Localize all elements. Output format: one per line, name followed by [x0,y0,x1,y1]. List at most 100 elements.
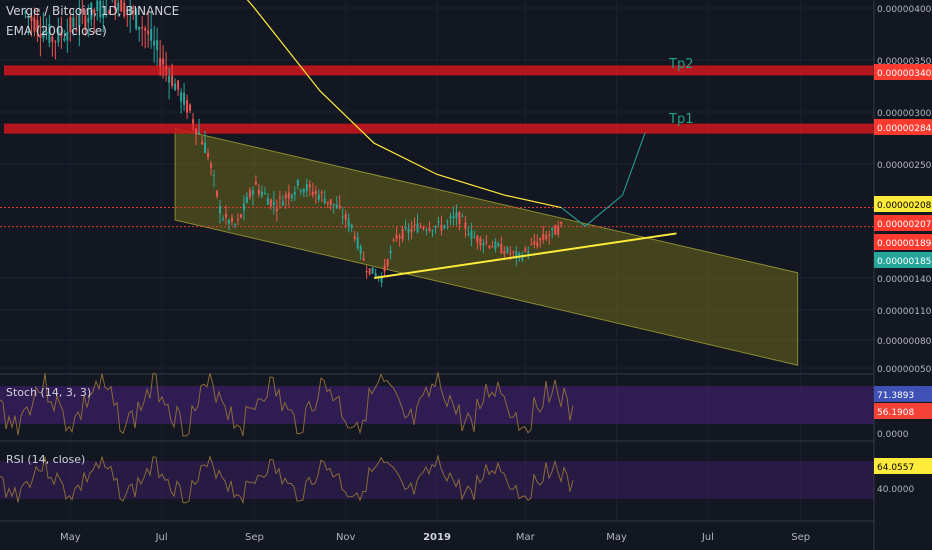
osc-axis-label: 40.0000 [877,485,914,495]
candle-body [530,244,533,246]
price-tag-red [874,64,932,80]
price-tag-label: 0.00000185 [877,257,931,267]
candle-body [42,30,45,39]
candle-body [350,224,353,229]
candle-body [87,18,90,23]
candle-body [224,213,227,218]
candle-body [186,100,189,113]
y-tick-label: 0.00000400 [877,5,932,15]
candle-body [114,0,117,10]
osc-value-label: 64.0557 [877,463,914,473]
candle-body [323,198,326,204]
x-tick-label: May [606,532,627,543]
candle-body [281,201,284,206]
candle-body [168,75,171,83]
candle-body [545,235,548,240]
candle-body [548,234,551,236]
candle-body [254,181,257,185]
candle-body [33,17,36,32]
x-tick-label: Mar [516,532,536,543]
candle-body [452,215,455,219]
stoch-line [0,372,574,437]
candle-body [551,227,554,231]
y-tick-label: 0.00000350 [877,57,932,67]
candle-body [476,235,479,243]
candle-body [473,236,476,238]
stoch-legend: Stoch (14, 3, 3) [6,386,92,399]
x-tick-label: Jul [155,532,168,543]
candle-body [305,183,308,192]
candle-body [503,251,506,255]
candle-body [326,201,329,204]
candle-body [317,194,320,200]
rsi-legend: RSI (14, close) [6,453,86,466]
x-tick-label: Sep [791,532,810,543]
candle-body [440,224,443,231]
candle-body [341,216,344,218]
candle-body [371,267,374,274]
candle-body [389,250,392,254]
candle-body [251,190,254,195]
candle-body [141,26,144,29]
candle-body [443,225,446,229]
candle-body [359,246,362,254]
candle-body [353,235,356,240]
resistance-band-1 [4,65,874,76]
candle-body [30,16,33,21]
candle-body [165,67,168,69]
candle-body [39,34,42,38]
candle-body [356,237,359,249]
candle-body [419,226,422,228]
candle-body [159,57,162,66]
price-tag-label: 0.00000207 [877,220,931,230]
candle-body [458,211,461,224]
candle-body [374,273,377,277]
candle-body [467,233,470,235]
candle-body [135,9,138,30]
ema200-line [246,0,562,209]
candle-body [248,189,251,198]
price-tag-red [874,234,932,250]
candle-body [54,41,57,43]
candle-body [560,221,563,225]
candle-body [150,29,153,41]
candle-body [497,243,500,246]
descending-channel [174,128,799,366]
osc-value-tag [874,386,932,402]
candle-body [75,29,78,31]
candle-body [156,40,159,50]
candle-body [554,225,557,235]
stoch-band [0,386,874,424]
candle-body [207,153,210,158]
candle-body [69,16,72,32]
candle-body [296,179,299,186]
candle-body [96,0,99,11]
y-tick-label: 0.00000080 [877,337,932,347]
resistance-band-2 [4,123,874,134]
candle-body [120,0,123,12]
y-tick-label: 0.00000050 [877,365,932,375]
candle-body [239,214,242,218]
candle-body [195,128,198,135]
osc-value-label: 71.3893 [877,391,914,401]
candle-body [218,206,221,214]
candle-body [398,236,401,238]
candle-body [24,11,27,14]
candle-body [437,220,440,223]
candle-body [201,141,204,145]
candle-body [290,194,293,198]
tp1-label: Tp1 [669,112,694,127]
candle-body [45,31,48,35]
candle-body [515,251,518,259]
price-tag-green [874,252,932,268]
price-tag-yellow [874,196,932,212]
candle-body [123,2,126,17]
candle-body [162,58,165,65]
candle-body [329,199,332,205]
candle-body [144,28,147,31]
candle-body [233,224,236,226]
tp2-label: Tp2 [669,57,694,72]
candle-body [422,227,425,230]
price-tag-label: 0.00000189 [877,239,932,249]
